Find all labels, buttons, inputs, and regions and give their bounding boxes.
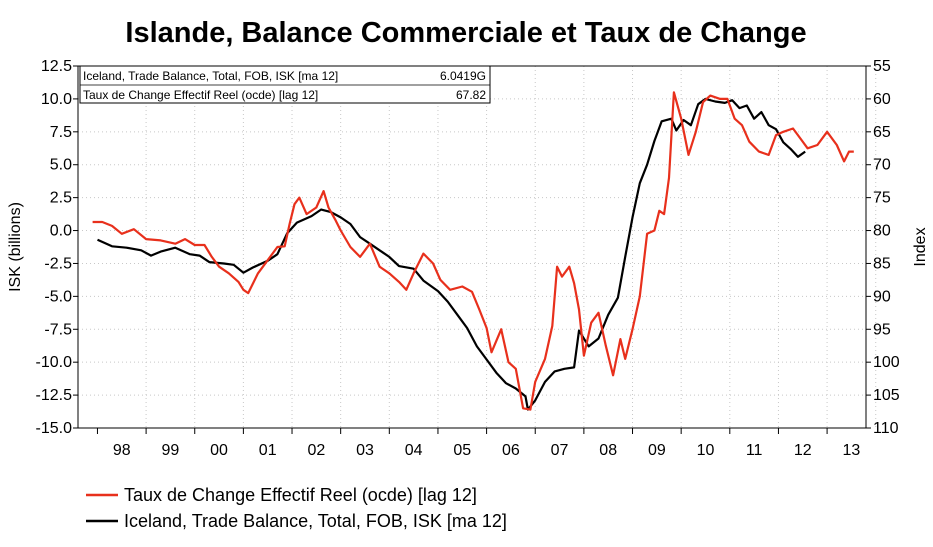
y-left-tick-label: 0.0 — [50, 223, 72, 240]
legend-label-1: Taux de Change Effectif Reel (ocde) [lag… — [124, 485, 477, 505]
x-tick-label: 98 — [113, 442, 131, 459]
grid — [78, 66, 877, 428]
x-tick-label: 09 — [648, 442, 666, 459]
y-right-tick-label: 85 — [873, 255, 891, 272]
y-right-tick-label: 60 — [873, 91, 891, 108]
x-tick-label: 99 — [162, 442, 180, 459]
x-axis: 98 99 00 01 02 03 04 05 06 07 08 09 10 11 12 13 — [96, 428, 861, 459]
y-left-tick-label: 7.5 — [50, 124, 72, 141]
y-left-tick-label: -5.0 — [44, 288, 72, 305]
y-right-tick-label: 70 — [873, 157, 891, 174]
y-left-tick-label: 10.0 — [41, 91, 72, 108]
x-tick-label: 07 — [551, 442, 569, 459]
x-tick-label: 12 — [794, 442, 812, 459]
y-left-tick-label: -2.5 — [44, 255, 72, 272]
x-tick-label: 01 — [259, 442, 277, 459]
series-line-2 — [92, 91, 854, 411]
series-lines — [92, 91, 854, 411]
y-left-tick-label: 12.5 — [41, 58, 72, 75]
x-tick-label: 03 — [356, 442, 374, 459]
y-right-tick-label: 80 — [873, 223, 891, 240]
info-box-value-2: 67.82 — [456, 88, 486, 102]
y-right-tick-label: 95 — [873, 321, 891, 338]
legend-label-2: Iceland, Trade Balance, Total, FOB, ISK … — [124, 511, 507, 531]
y-right-tick-label: 75 — [873, 190, 891, 207]
chart-title: Islande, Balance Commerciale et Taux de … — [125, 17, 806, 49]
legend: Taux de Change Effectif Reel (ocde) [lag… — [86, 485, 507, 531]
y-right-tick-label: 105 — [873, 387, 900, 404]
info-box-value-1: 6.0419G — [440, 69, 486, 83]
x-tick-label: 13 — [843, 442, 861, 459]
y-axis-left: 12.5 10.0 7.5 5.0 2.5 0.0 -2.5 -5.0 -7.5 -10.0 -12… — [36, 58, 78, 437]
y-right-tick-label: 100 — [873, 354, 900, 371]
info-box: Iceland, Trade Balance, Total, FOB, ISK … — [79, 65, 491, 104]
x-tick-label: 08 — [599, 442, 617, 459]
info-box-label-2: Taux de Change Effectif Reel (ocde) [lag… — [83, 88, 318, 102]
y-right-tick-label: 90 — [873, 288, 891, 305]
y-left-tick-label: -15.0 — [36, 420, 73, 437]
info-box-label-1: Iceland, Trade Balance, Total, FOB, ISK … — [83, 69, 338, 83]
y-left-tick-label: -7.5 — [44, 321, 72, 338]
y-axis-right: 55 60 65 70 75 80 85 90 95 100 105 110 — [866, 58, 900, 437]
series-line-1 — [97, 97, 806, 411]
x-tick-label: 04 — [405, 442, 423, 459]
y-left-tick-label: 2.5 — [50, 190, 72, 207]
y-right-tick-label: 65 — [873, 124, 891, 141]
y-left-tick-label: -12.5 — [36, 387, 73, 404]
x-tick-label: 06 — [502, 442, 520, 459]
y-axis-left-label: ISK (billions) — [7, 202, 24, 292]
x-tick-label: 11 — [746, 442, 763, 459]
plot-frame — [77, 65, 867, 429]
y-axis-right-label: Index — [912, 227, 929, 266]
info-box-frame — [79, 65, 491, 104]
x-tick-label: 10 — [697, 442, 715, 459]
y-right-tick-label: 110 — [873, 420, 899, 437]
x-tick-label: 00 — [210, 442, 228, 459]
x-tick-label: 02 — [307, 442, 325, 459]
y-left-tick-label: -10.0 — [36, 354, 73, 371]
y-right-tick-label: 55 — [873, 58, 891, 75]
y-left-tick-label: 5.0 — [50, 157, 72, 174]
x-tick-label: 05 — [453, 442, 471, 459]
